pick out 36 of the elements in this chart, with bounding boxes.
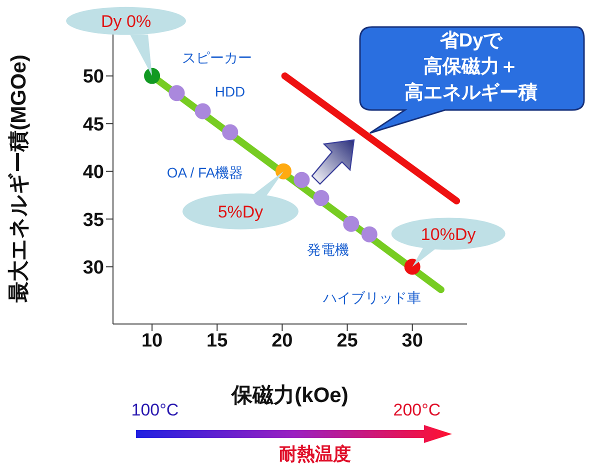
- text: 100°C: [131, 400, 179, 420]
- y-tick-label: 50: [82, 66, 104, 88]
- point: [294, 172, 310, 188]
- text: 耐熱温度: [279, 444, 351, 465]
- x-tick-label: 25: [336, 330, 358, 352]
- text: 200°C: [393, 400, 441, 420]
- x-tick-label: 20: [272, 330, 293, 352]
- y-tick-label: 35: [82, 210, 104, 231]
- annotation: 5%Dy: [218, 202, 264, 222]
- annotation: スピーカー: [182, 49, 252, 66]
- point: [194, 103, 211, 120]
- y-tick-label: 40: [82, 162, 104, 184]
- point: [343, 216, 360, 232]
- annotation: HDD: [214, 83, 246, 100]
- annotation: 発電機: [307, 241, 349, 258]
- point: [168, 85, 185, 102]
- x-axis-title: 保磁力(kOe): [230, 384, 348, 407]
- annotation: 省Dyで: [440, 30, 502, 52]
- x-tick-label: 30: [402, 330, 423, 352]
- point: [361, 226, 378, 242]
- point: [404, 258, 420, 275]
- annotation: 高エネルギー積: [404, 82, 538, 104]
- x-tick-label: 15: [206, 330, 228, 352]
- annotation: 10%Dy: [420, 224, 476, 244]
- annotation: Dy 0%: [101, 12, 152, 31]
- y-tick-label: 45: [82, 114, 104, 136]
- point: [222, 124, 238, 140]
- x-tick-label: 10: [141, 330, 163, 352]
- annotation: OA / FA機器: [166, 164, 244, 181]
- point: [313, 190, 330, 206]
- annotation: ハイブリッド車: [323, 289, 421, 306]
- point: [275, 163, 292, 180]
- point: [144, 68, 160, 84]
- y-tick-label: 30: [82, 258, 104, 278]
- y-axis-title: 最大エネルギー積(MGOe): [7, 54, 30, 304]
- annotation: 高保磁力＋: [424, 56, 518, 78]
